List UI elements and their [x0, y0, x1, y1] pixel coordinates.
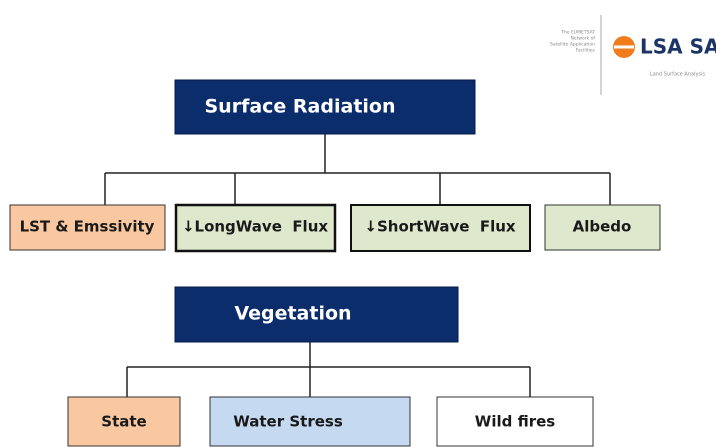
node-label: LST & Emssivity	[20, 218, 155, 236]
connectors	[104, 134, 611, 397]
node-label: ↓ShortWave Flux	[364, 218, 516, 236]
node-label: Wild fires	[475, 413, 555, 431]
node-box	[174, 286, 459, 343]
node-label: Albedo	[573, 218, 632, 236]
node: LST & Emssivity	[9, 204, 166, 251]
node-box	[174, 79, 476, 135]
node: ↓LongWave Flux	[174, 203, 337, 253]
node-label: ↓LongWave Flux	[182, 218, 328, 236]
logo-tagline: Network of	[570, 36, 595, 42]
node-box	[67, 396, 181, 447]
node-box	[544, 204, 661, 251]
node-box	[9, 204, 166, 251]
logo-name: LSA SAF	[640, 35, 716, 59]
logo-tagline: The EUMETSAT	[560, 30, 595, 36]
connector	[126, 342, 531, 397]
node: ↓ShortWave Flux	[350, 204, 531, 252]
connector	[104, 134, 611, 205]
logo-tagline: Facilities	[576, 48, 596, 54]
node: Albedo	[544, 204, 661, 251]
top-node: Vegetation	[174, 286, 459, 343]
node: Water Stress	[209, 396, 411, 447]
node: State	[67, 396, 181, 447]
node-label: State	[101, 413, 146, 431]
logo-tagline: Satellite Application	[550, 42, 595, 48]
node-box	[436, 396, 594, 447]
node-box	[174, 203, 337, 253]
node-label: Water Stress	[233, 413, 343, 431]
node-box	[350, 204, 531, 252]
top-node: Surface Radiation	[174, 79, 476, 135]
node-box	[209, 396, 411, 447]
logo: The EUMETSAT Network of Satellite Applic…	[550, 15, 716, 95]
logo-subtitle: Land Surface Analysis	[650, 72, 705, 78]
node-label: Vegetation	[234, 303, 351, 325]
node-label: Surface Radiation	[205, 96, 396, 118]
node: Wild fires	[436, 396, 594, 447]
